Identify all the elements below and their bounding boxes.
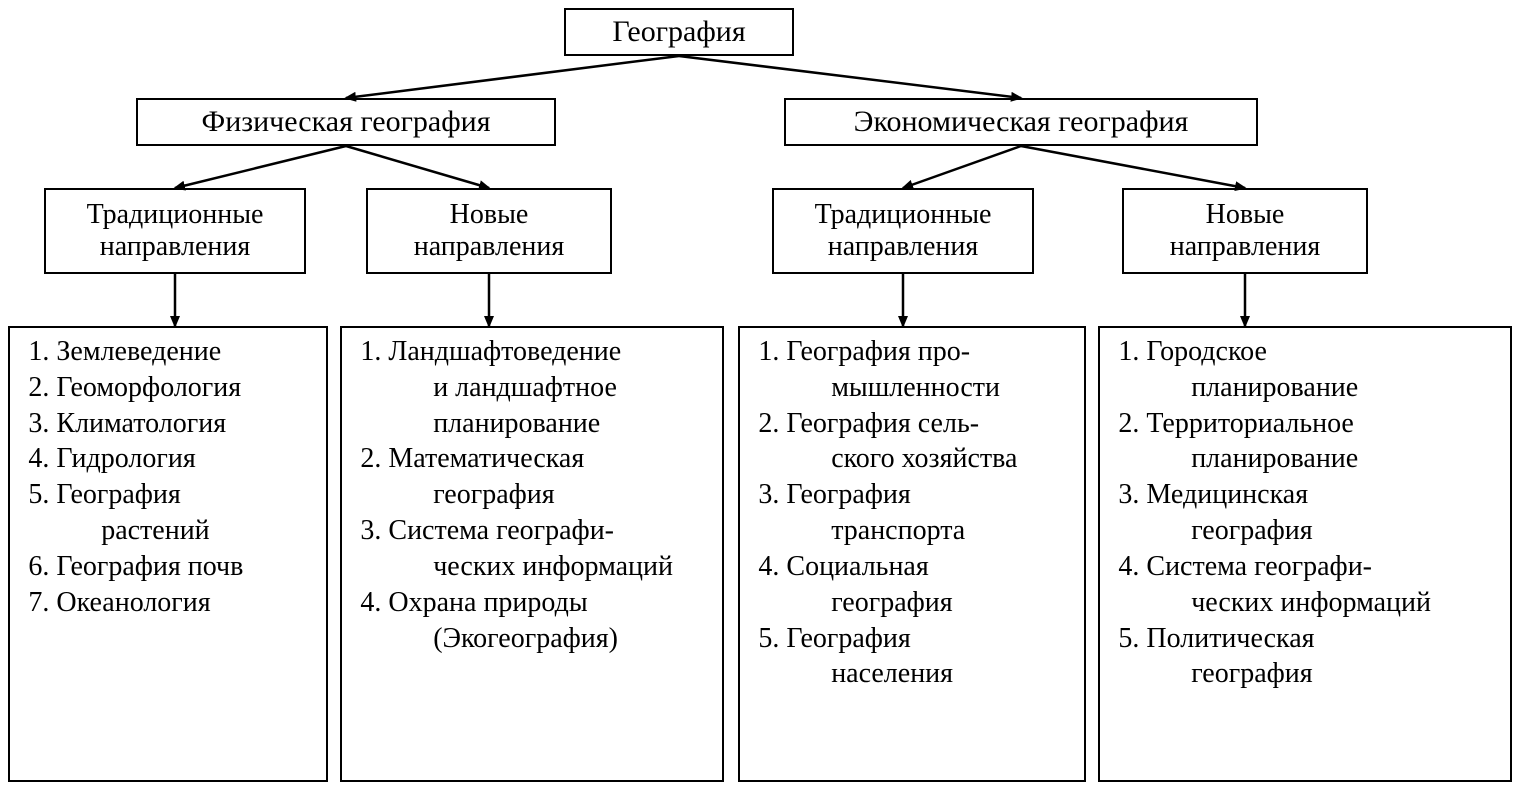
list-item: 2. Геоморфология <box>20 370 316 406</box>
branch-1-sub-1-items: 1. Городскоепланирование2. Территориальн… <box>1098 326 1512 782</box>
branch-1-sub-1-label: Новыенаправления <box>1170 199 1321 263</box>
branch-1-sub-0: Традиционныенаправления <box>772 188 1034 274</box>
branch-0-sub-0-items: 1. Землеведение2. Геоморфология3. Климат… <box>8 326 328 782</box>
branch-0-sub-0-label: Традиционныенаправления <box>87 199 264 263</box>
branch-1-sub-0-items-list: 1. География про-мышленности2. География… <box>750 334 1074 692</box>
branch-1-sub-1-items-list: 1. Городскоепланирование2. Территориальн… <box>1110 334 1500 692</box>
geography-tree-diagram: География Физическая география Традиционн… <box>8 8 1526 782</box>
list-item: 6. География почв <box>20 549 316 585</box>
branch-1-sub-0-items: 1. География про-мышленности2. География… <box>738 326 1086 782</box>
branch-1-sub-0-label: Традиционныенаправления <box>815 199 992 263</box>
edge-arrow <box>903 146 1021 188</box>
branch-0-sub-1-items: 1. Ландшафтоведениеи ландшафтноепланиров… <box>340 326 724 782</box>
branch-1: Экономическая география <box>784 98 1258 146</box>
list-item: 2. Территориальноепланирование <box>1110 406 1500 478</box>
branch-0: Физическая география <box>136 98 556 146</box>
edge-arrow <box>346 56 679 98</box>
list-item: 3. Климатология <box>20 406 316 442</box>
list-item: 5. Географиянаселения <box>750 621 1074 693</box>
list-item: 5. Географиярастений <box>20 477 316 549</box>
list-item: 5. Политическаягеография <box>1110 621 1500 693</box>
list-item: 7. Океанология <box>20 585 316 621</box>
list-item: 4. Охрана природы(Экогеография) <box>352 585 712 657</box>
list-item: 2. География сель-ского хозяйства <box>750 406 1074 478</box>
branch-1-label: Экономическая география <box>854 105 1189 140</box>
list-item: 1. Ландшафтоведениеи ландшафтноепланиров… <box>352 334 712 441</box>
list-item: 1. Городскоепланирование <box>1110 334 1500 406</box>
list-item: 1. Землеведение <box>20 334 316 370</box>
edge-arrow <box>1021 146 1245 188</box>
list-item: 3. Система географи-ческих информаций <box>352 513 712 585</box>
list-item: 1. География про-мышленности <box>750 334 1074 406</box>
list-item: 2. Математическаягеография <box>352 441 712 513</box>
list-item: 3. Географиятранспорта <box>750 477 1074 549</box>
branch-0-sub-0: Традиционныенаправления <box>44 188 306 274</box>
branch-0-sub-1-items-list: 1. Ландшафтоведениеи ландшафтноепланиров… <box>352 334 712 656</box>
list-item: 3. Медицинскаягеография <box>1110 477 1500 549</box>
branch-0-label: Физическая география <box>202 105 491 140</box>
branch-1-sub-1: Новыенаправления <box>1122 188 1368 274</box>
root-node: География <box>564 8 794 56</box>
root-label: География <box>612 15 745 50</box>
edge-arrow <box>679 56 1021 98</box>
branch-0-sub-0-items-list: 1. Землеведение2. Геоморфология3. Климат… <box>20 334 316 621</box>
list-item: 4. Социальнаягеография <box>750 549 1074 621</box>
branch-0-sub-1-label: Новыенаправления <box>414 199 565 263</box>
list-item: 4. Гидрология <box>20 441 316 477</box>
edge-arrow <box>175 146 346 188</box>
edge-arrow <box>346 146 489 188</box>
branch-0-sub-1: Новыенаправления <box>366 188 612 274</box>
list-item: 4. Система географи-ческих информаций <box>1110 549 1500 621</box>
